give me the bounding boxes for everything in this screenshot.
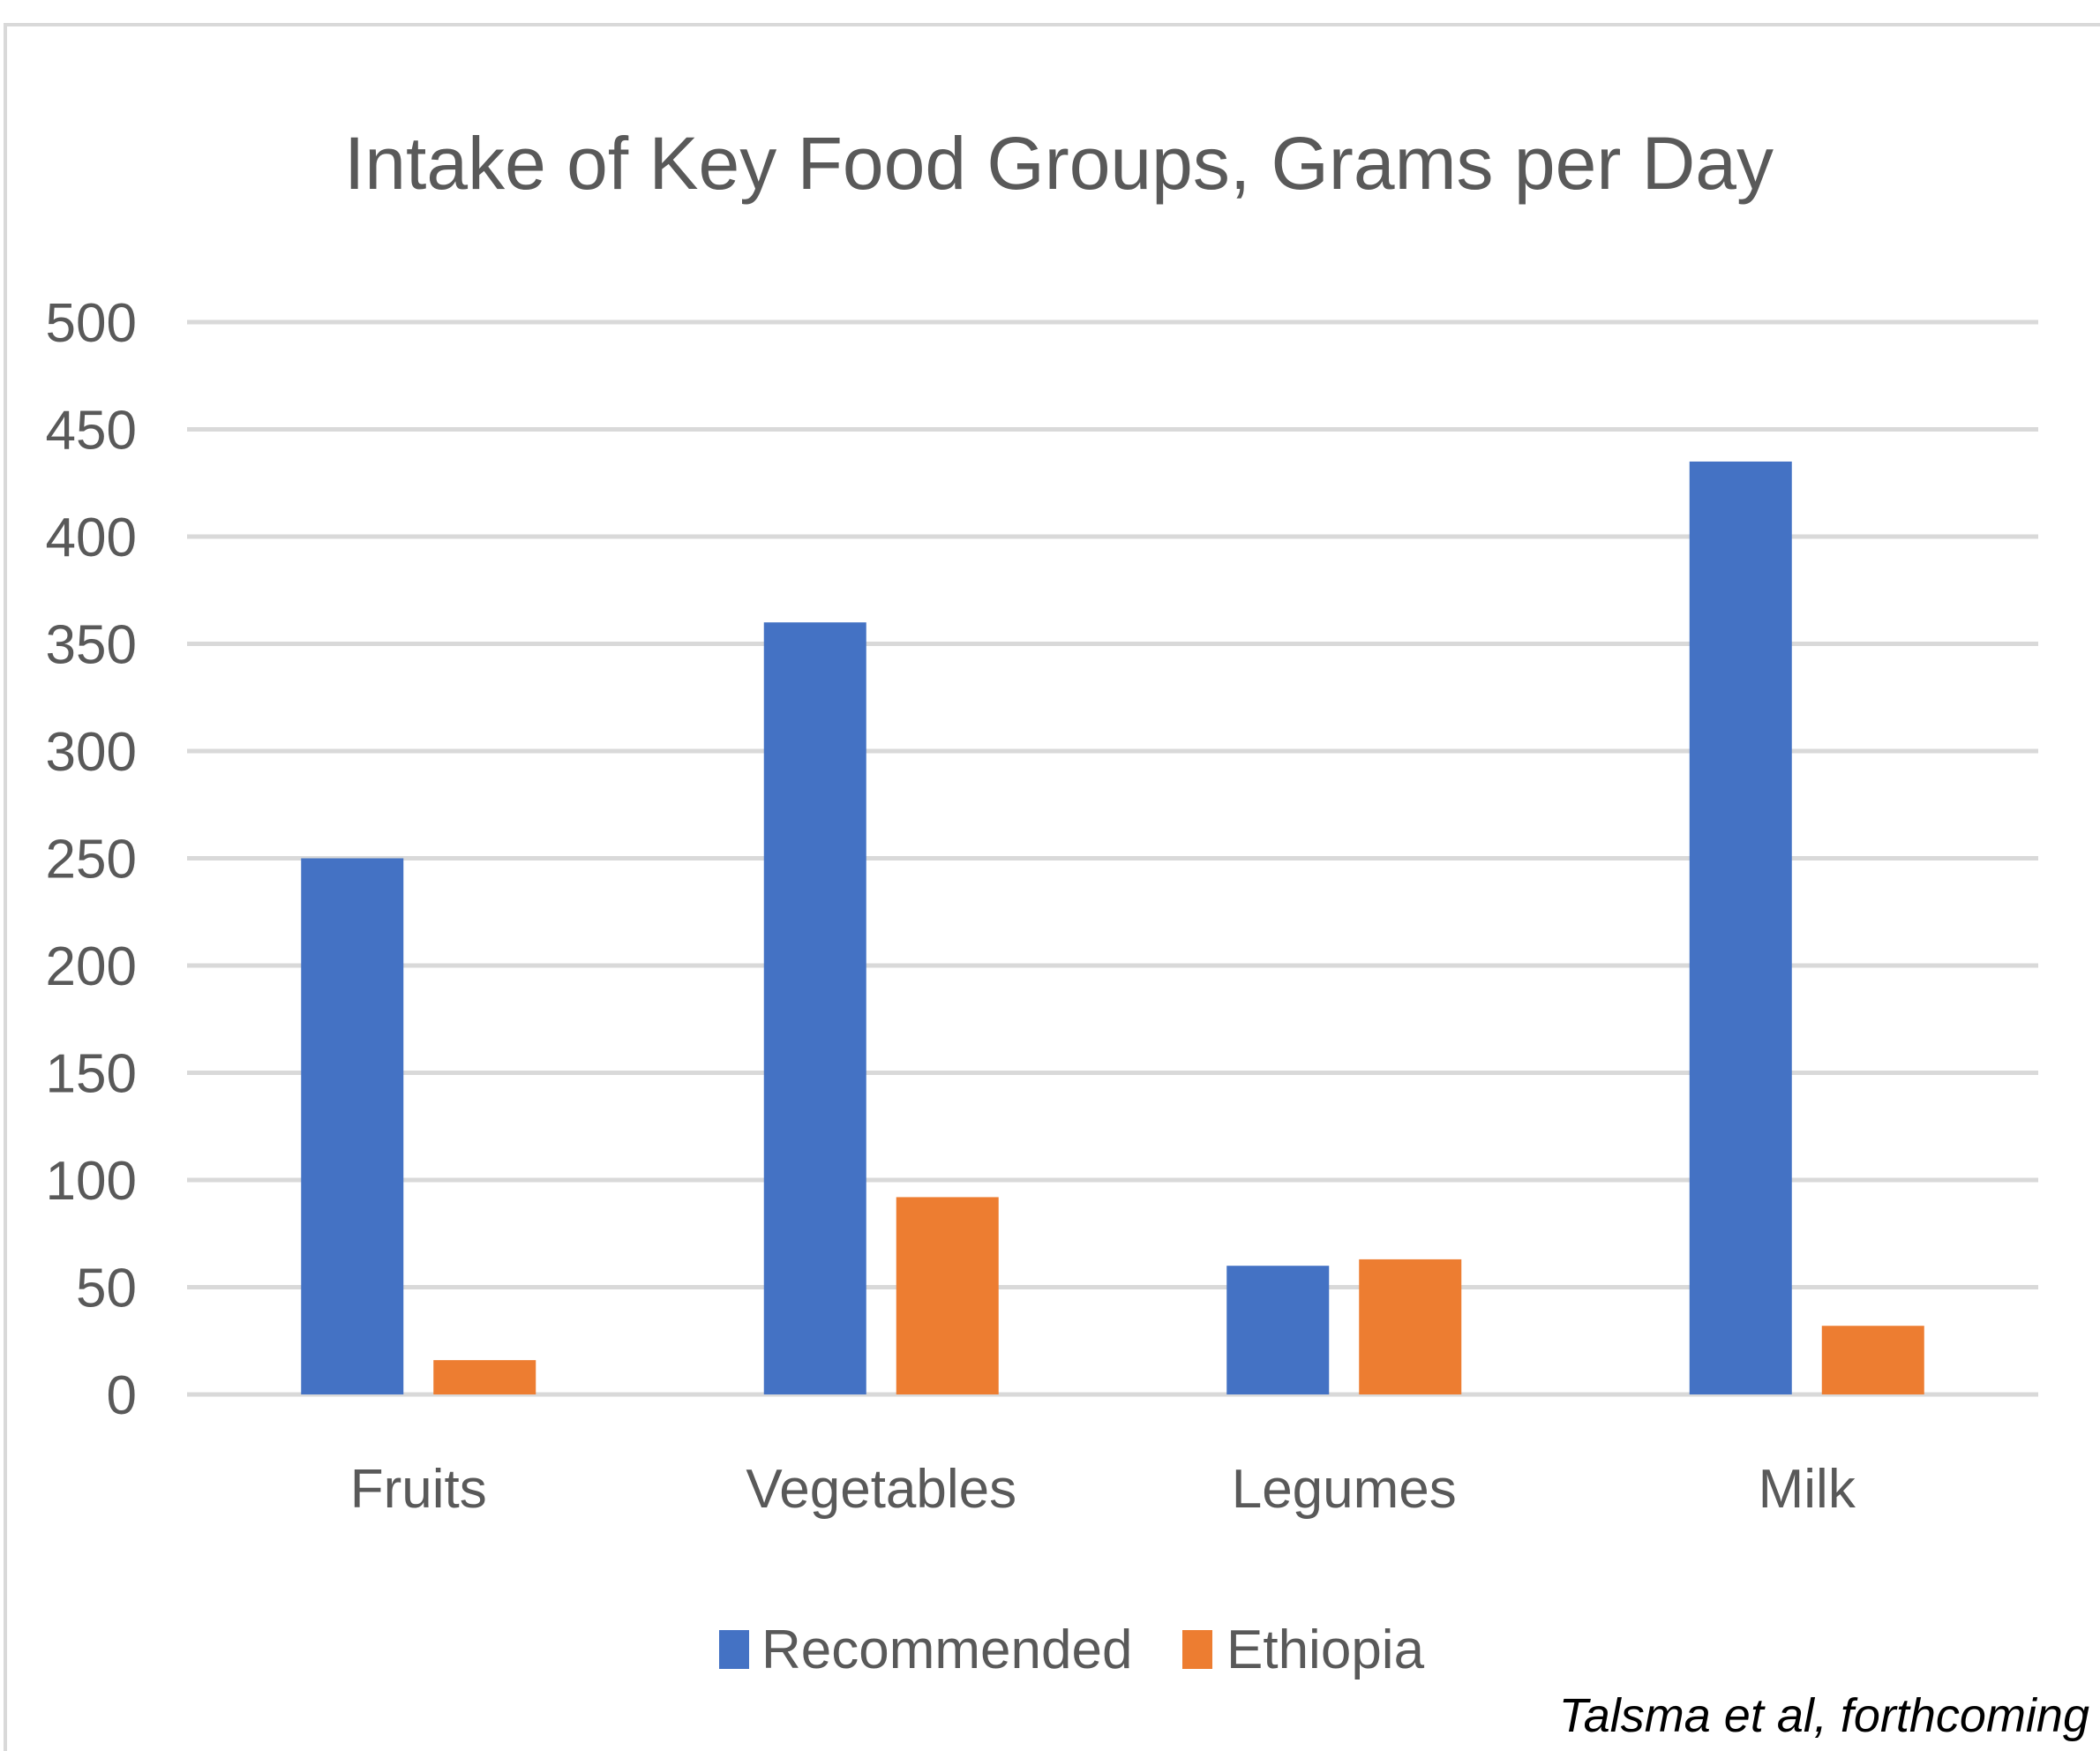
y-tick-label: 0	[107, 1365, 137, 1426]
y-tick-label: 150	[46, 1044, 137, 1105]
bar-ethiopia-legumes	[1359, 1259, 1462, 1394]
y-tick-label: 300	[46, 722, 137, 783]
bar-recommended-legumes	[1226, 1266, 1330, 1394]
y-tick-label: 450	[46, 401, 137, 462]
bar-recommended-fruits	[301, 858, 404, 1394]
x-axis-tick-labels: Fruits Vegetables Legumes Milk	[350, 1459, 1856, 1520]
x-tick-label: Vegetables	[746, 1459, 1016, 1520]
bar-ethiopia-vegetables	[896, 1197, 999, 1394]
y-tick-label: 50	[76, 1259, 137, 1319]
bar-ethiopia-fruits	[433, 1360, 536, 1394]
legend: Recommended Ethiopia	[719, 1619, 1425, 1680]
bars	[301, 461, 1924, 1395]
y-tick-label: 400	[46, 507, 137, 568]
x-tick-label: Fruits	[350, 1459, 487, 1520]
x-tick-label: Legumes	[1232, 1459, 1457, 1520]
y-tick-label: 250	[46, 830, 137, 891]
x-tick-label: Milk	[1759, 1459, 1856, 1520]
chart-title: Intake of Key Food Groups, Grams per Day	[344, 122, 1774, 205]
legend-swatch-ethiopia	[1182, 1630, 1212, 1669]
citation-text: Talsma et al, forthcoming	[1559, 1689, 2089, 1742]
y-tick-label: 200	[46, 936, 137, 997]
legend-label-recommended: Recommended	[761, 1619, 1132, 1680]
y-tick-label: 500	[46, 293, 137, 354]
legend-label-ethiopia: Ethiopia	[1226, 1619, 1425, 1680]
y-tick-label: 100	[46, 1151, 137, 1212]
bar-ethiopia-milk	[1821, 1326, 1924, 1394]
legend-swatch-recommended	[719, 1630, 749, 1669]
bar-recommended-milk	[1689, 461, 1792, 1395]
y-axis-tick-labels: 0 50 100 150 200 250 300 350 400 450 500	[46, 293, 137, 1426]
y-tick-label: 350	[46, 615, 137, 676]
bar-recommended-vegetables	[763, 622, 866, 1394]
